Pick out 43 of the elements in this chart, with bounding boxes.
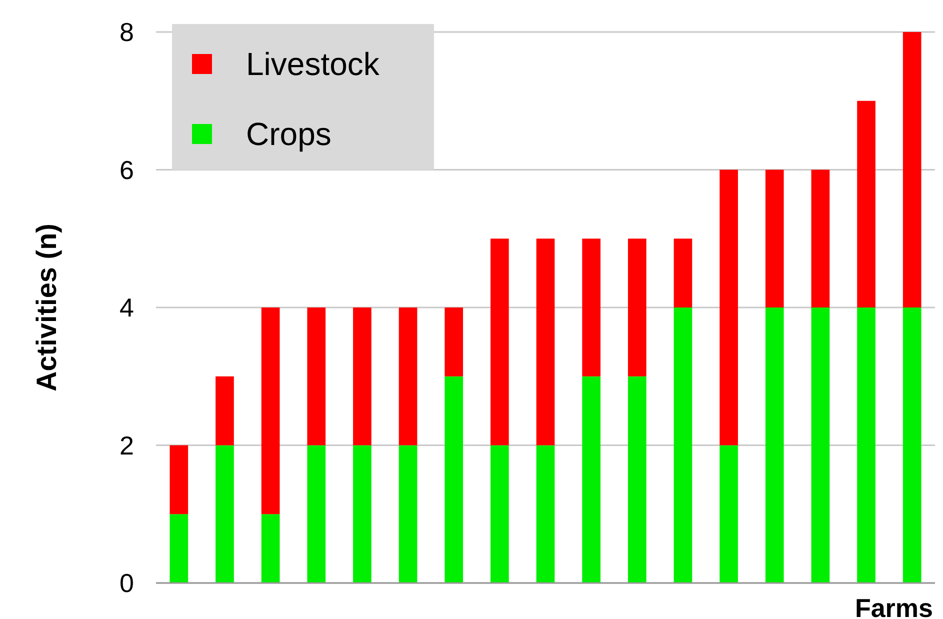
bar — [765, 170, 784, 308]
bar — [674, 308, 692, 583]
bar — [582, 238, 600, 376]
y-tick-label: 2 — [120, 430, 134, 460]
y-axis-title: Activities (n) — [31, 223, 62, 392]
y-tick-label: 0 — [120, 568, 134, 598]
bar — [628, 238, 646, 376]
bar — [674, 238, 692, 308]
bar — [170, 514, 188, 583]
bar — [857, 308, 876, 583]
bar — [261, 514, 280, 583]
bar — [536, 445, 555, 583]
bar — [857, 100, 876, 308]
bar — [628, 376, 646, 583]
bar — [765, 308, 784, 583]
bar — [307, 445, 326, 583]
bar — [444, 376, 464, 583]
bar — [307, 308, 326, 446]
bar — [720, 445, 738, 583]
bar — [353, 445, 372, 583]
bar — [398, 445, 418, 583]
bar — [811, 170, 830, 308]
bar — [902, 32, 922, 308]
y-tick-label: 4 — [120, 292, 134, 323]
bar — [490, 445, 509, 583]
bar — [582, 376, 600, 583]
legend-label: Livestock — [246, 46, 380, 82]
bar — [536, 238, 555, 446]
bar — [216, 376, 234, 446]
x-axis-title: Farms — [854, 593, 933, 619]
bar — [720, 170, 738, 446]
bar — [444, 308, 464, 376]
bar — [261, 308, 280, 514]
bar — [902, 308, 922, 583]
legend-label: Crops — [246, 116, 332, 152]
bar — [353, 308, 372, 446]
bar — [216, 445, 234, 583]
bar — [170, 445, 188, 514]
y-tick-label: 8 — [120, 17, 134, 48]
bar — [398, 308, 418, 446]
y-tick-label: 6 — [120, 154, 134, 185]
bar — [811, 308, 830, 583]
bar — [490, 238, 509, 446]
